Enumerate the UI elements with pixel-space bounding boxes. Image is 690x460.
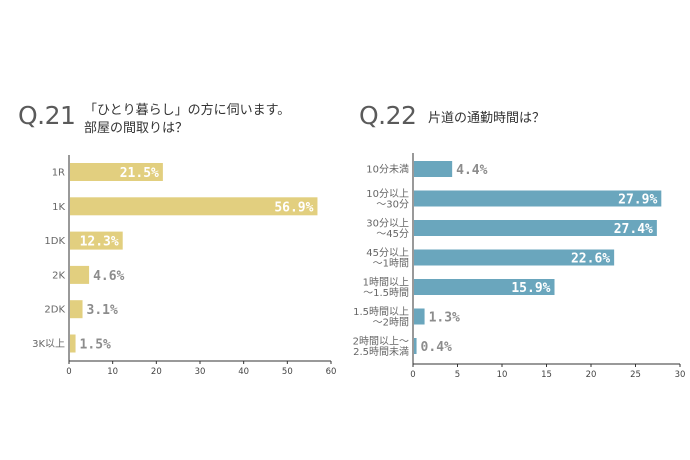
chart-panel-q21: Q.21 「ひとり暮らし」の方に伺います。 部屋の間取りは？ 0 10 20 30 40… <box>18 101 337 377</box>
question-number: Q.22 <box>359 101 417 130</box>
chart-panel-q22: Q.22 片道の通勤時間は？ 0 5 10 15 20 25 30 10分未満 4.4% 10分以… <box>345 0 690 460</box>
value-label: 56.9% <box>274 200 313 215</box>
x-tick-label: 0 <box>66 367 71 377</box>
value-label: 3.1% <box>87 303 118 318</box>
x-tick-label: 50 <box>282 367 293 377</box>
bar <box>70 300 83 319</box>
x-tick-label: 40 <box>238 367 249 377</box>
bar <box>414 308 425 325</box>
category-label: 1R <box>52 168 65 179</box>
bar <box>414 161 453 177</box>
x-tick-label: 30 <box>195 367 206 377</box>
bar <box>70 265 90 284</box>
question-title: 「ひとり暮らし」の方に伺います。 部屋の間取りは？ <box>84 102 290 138</box>
bar <box>70 197 318 216</box>
value-label: 4.6% <box>93 269 124 284</box>
category-label: 10分未満 <box>366 164 409 176</box>
value-label: 1.5% <box>80 338 111 353</box>
question-title-line-2: 部屋の間取りは？ <box>84 121 189 136</box>
bar <box>414 220 657 236</box>
category-label: 〜2時間 <box>373 316 409 328</box>
value-label: 1.3% <box>429 311 460 326</box>
value-label: 22.6% <box>571 252 610 267</box>
question-title: 片道の通勤時間は？ <box>428 110 545 128</box>
bar <box>414 338 417 354</box>
category-label: 〜45分 <box>376 228 409 240</box>
x-tick-label: 25 <box>630 370 641 380</box>
category-label: 30分以上 <box>366 217 409 229</box>
value-label: 4.4% <box>456 163 487 178</box>
bar <box>70 231 123 250</box>
value-label: 21.5% <box>120 166 159 181</box>
bar <box>414 279 555 295</box>
x-tick-label: 30 <box>675 370 686 380</box>
x-tick-label: 15 <box>541 370 552 380</box>
x-tick-label: 5 <box>455 370 460 380</box>
value-label: 12.3% <box>80 235 119 250</box>
x-tick-label: 20 <box>586 370 597 380</box>
bar <box>70 163 163 181</box>
x-tick-label: 0 <box>410 370 415 380</box>
value-label: 15.9% <box>511 281 550 296</box>
category-label: 1DK <box>44 236 65 247</box>
category-label: 〜1.5時間 <box>363 287 409 299</box>
x-tick-label: 20 <box>151 367 162 377</box>
x-tick-label: 10 <box>107 367 118 377</box>
x-tick-label: 10 <box>497 370 508 380</box>
category-label: 2時間以上〜 <box>353 335 409 347</box>
bar <box>414 249 615 266</box>
category-label: 45分以上 <box>366 247 409 259</box>
category-label: 1K <box>52 202 65 213</box>
bar <box>70 334 76 353</box>
question-number: Q.21 <box>18 101 76 130</box>
value-label: 27.4% <box>614 222 653 237</box>
category-label: 1時間以上 <box>363 276 409 288</box>
bar-chart-q21: 0 10 20 30 40 50 60 1R 21.5% 1K 56.9% 1DK 12.3% 2K 4.6… <box>32 155 337 377</box>
category-label: 2.5時間未満 <box>353 346 409 358</box>
x-tick-label: 60 <box>326 367 337 377</box>
category-label: 1.5時間以上 <box>353 306 409 318</box>
question-title-line-1: 片道の通勤時間は？ <box>428 111 546 126</box>
bar-chart-q22: 0 5 10 15 20 25 30 10分未満 4.4% 10分以上〜30分 27.9% 30分以上… <box>353 153 686 380</box>
bar <box>414 190 662 207</box>
category-label: 2DK <box>44 305 65 316</box>
value-label: 0.4% <box>421 340 452 355</box>
category-label: 2K <box>52 270 65 281</box>
question-title-line-1: 「ひとり暮らし」の方に伺います。 <box>84 103 291 118</box>
category-label: 3K以上 <box>32 338 65 350</box>
value-label: 27.9% <box>618 193 657 208</box>
category-label: 〜1時間 <box>373 257 409 269</box>
category-label: 10分以上 <box>366 188 409 200</box>
category-label: 〜30分 <box>376 198 409 210</box>
